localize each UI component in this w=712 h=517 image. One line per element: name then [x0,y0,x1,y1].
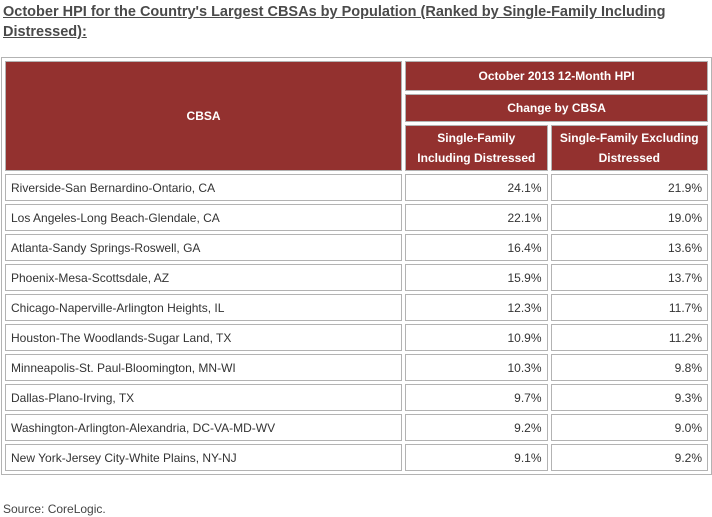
excluding-value: 11.7% [550,294,708,321]
including-value: 22.1% [405,204,548,231]
including-value: 9.2% [405,414,548,441]
page-title: October HPI for the Country's Largest CB… [3,4,666,40]
table-row: Phoenix-Mesa-Scottsdale, AZ 15.9% 13.7% [5,264,708,291]
header-change: Change by CBSA [405,94,708,122]
including-value: 16.4% [405,234,548,261]
header-excluding-distressed: Single-Family Excluding Distressed [550,125,708,171]
table-row: New York-Jersey City-White Plains, NY-NJ… [5,444,708,471]
including-value: 12.3% [405,294,548,321]
excluding-value: 9.2% [550,444,708,471]
table-row: Washington-Arlington-Alexandria, DC-VA-M… [5,414,708,441]
hpi-table: CBSA October 2013 12-Month HPI Change by… [1,57,712,475]
including-value: 15.9% [405,264,548,291]
table-row: Los Angeles-Long Beach-Glendale, CA 22.1… [5,204,708,231]
table-row: Houston-The Woodlands-Sugar Land, TX 10.… [5,324,708,351]
cbsa-name: Dallas-Plano-Irving, TX [5,384,403,411]
source-note: Source: CoreLogic. [3,502,106,516]
excluding-value: 9.3% [550,384,708,411]
excluding-value: 11.2% [550,324,708,351]
cbsa-name: Riverside-San Bernardino-Ontario, CA [5,174,403,201]
excluding-value: 19.0% [550,204,708,231]
including-value: 10.9% [405,324,548,351]
cbsa-name: Atlanta-Sandy Springs-Roswell, GA [5,234,403,261]
including-value: 10.3% [405,354,548,381]
header-cbsa: CBSA [5,61,403,171]
table-row: Riverside-San Bernardino-Ontario, CA 24.… [5,174,708,201]
cbsa-name: New York-Jersey City-White Plains, NY-NJ [5,444,403,471]
cbsa-name: Minneapolis-St. Paul-Bloomington, MN-WI [5,354,403,381]
table-row: Minneapolis-St. Paul-Bloomington, MN-WI … [5,354,708,381]
excluding-value: 21.9% [550,174,708,201]
excluding-value: 9.8% [550,354,708,381]
cbsa-name: Phoenix-Mesa-Scottsdale, AZ [5,264,403,291]
table-row: Chicago-Naperville-Arlington Heights, IL… [5,294,708,321]
excluding-value: 13.6% [550,234,708,261]
header-period: October 2013 12-Month HPI [405,61,708,91]
cbsa-name: Chicago-Naperville-Arlington Heights, IL [5,294,403,321]
table-row: Dallas-Plano-Irving, TX 9.7% 9.3% [5,384,708,411]
cbsa-name: Los Angeles-Long Beach-Glendale, CA [5,204,403,231]
excluding-value: 13.7% [550,264,708,291]
header-including-distressed: Single-Family Including Distressed [405,125,548,171]
including-value: 9.1% [405,444,548,471]
cbsa-name: Houston-The Woodlands-Sugar Land, TX [5,324,403,351]
cbsa-name: Washington-Arlington-Alexandria, DC-VA-M… [5,414,403,441]
table-row: Atlanta-Sandy Springs-Roswell, GA 16.4% … [5,234,708,261]
including-value: 24.1% [405,174,548,201]
including-value: 9.7% [405,384,548,411]
excluding-value: 9.0% [550,414,708,441]
